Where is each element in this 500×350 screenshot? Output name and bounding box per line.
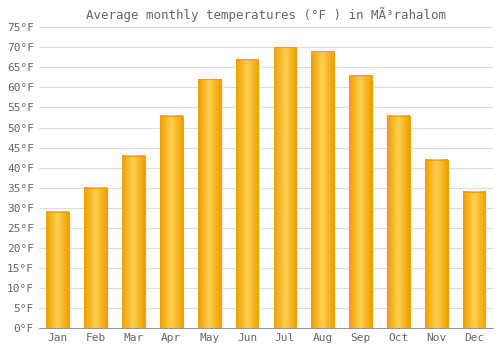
Bar [387,116,410,328]
Bar [198,79,220,328]
Bar [46,212,69,328]
Bar [349,75,372,328]
Bar [236,60,258,328]
Bar [312,51,334,328]
Bar [122,156,145,328]
Bar [463,192,485,328]
Title: Average monthly temperatures (°F ) in MÃ³rahalom: Average monthly temperatures (°F ) in MÃ… [86,7,446,22]
Bar [274,47,296,328]
Bar [425,160,448,328]
Bar [160,116,182,328]
Bar [84,188,107,328]
